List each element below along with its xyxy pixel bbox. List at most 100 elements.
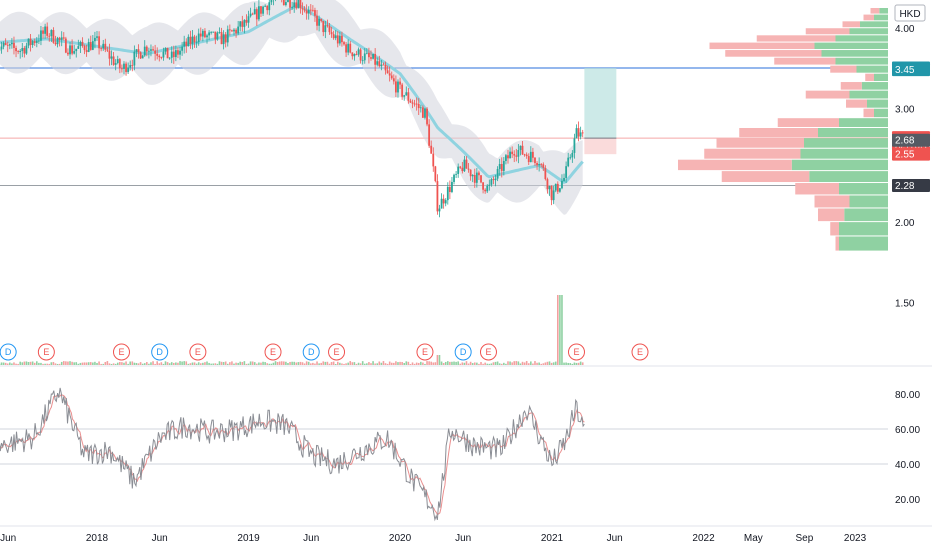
event-circle[interactable] xyxy=(454,343,472,361)
volume-bar xyxy=(386,363,389,365)
candle-body xyxy=(419,107,422,109)
candle-body xyxy=(330,32,333,35)
event-circle[interactable] xyxy=(302,343,320,361)
candle-body xyxy=(334,35,337,39)
volume-bar xyxy=(415,362,418,365)
price-tag[interactable]: 2.68 xyxy=(892,133,930,147)
earnings-marker[interactable]: E xyxy=(189,343,207,361)
volume-bar xyxy=(154,363,156,365)
rsi-tick-label: 60.00 xyxy=(895,425,920,436)
candle xyxy=(519,145,522,156)
candle xyxy=(156,47,159,60)
candle xyxy=(448,180,451,200)
candle xyxy=(463,155,466,173)
candle-body xyxy=(318,18,321,26)
event-circle[interactable] xyxy=(112,343,130,361)
volume-profile-down xyxy=(805,28,850,35)
event-circle[interactable] xyxy=(479,343,497,361)
dividend-marker[interactable]: D xyxy=(302,343,320,361)
candle-body xyxy=(233,29,235,32)
candle xyxy=(226,25,229,47)
candle-body xyxy=(552,190,555,201)
event-circle[interactable] xyxy=(37,343,55,361)
price-tag-bg[interactable] xyxy=(892,178,930,192)
earnings-marker[interactable]: E xyxy=(479,343,497,361)
volume-bar xyxy=(137,363,140,365)
volume-bar xyxy=(563,362,565,365)
price-tag-bg[interactable] xyxy=(892,147,930,161)
event-circle[interactable] xyxy=(328,343,346,361)
candle xyxy=(206,33,208,44)
position-stop-zone[interactable] xyxy=(584,138,617,155)
candle xyxy=(125,61,127,76)
candle-body xyxy=(222,34,225,45)
dividend-marker[interactable]: D xyxy=(0,343,17,361)
event-circle[interactable] xyxy=(264,343,282,361)
candle-body xyxy=(166,47,169,59)
candle xyxy=(368,47,370,64)
candle xyxy=(75,48,78,58)
event-circle[interactable] xyxy=(0,343,17,361)
volume-bar xyxy=(29,361,32,365)
candle-body xyxy=(378,61,381,67)
candle-body xyxy=(69,45,71,55)
earnings-marker[interactable]: E xyxy=(416,343,434,361)
event-circle[interactable] xyxy=(567,343,585,361)
price-tag-bg[interactable] xyxy=(892,133,930,147)
candle xyxy=(515,148,518,162)
volume-bar xyxy=(197,362,200,365)
dividend-marker[interactable]: D xyxy=(151,343,169,361)
price-tag[interactable]: 2.55 xyxy=(892,147,930,161)
earnings-marker[interactable]: E xyxy=(264,343,282,361)
candle xyxy=(239,20,242,32)
candle xyxy=(376,57,379,67)
candle xyxy=(282,0,285,6)
event-circle[interactable] xyxy=(416,343,434,361)
candle-body xyxy=(104,43,107,50)
volume-bar xyxy=(390,362,393,365)
dividend-marker[interactable]: D xyxy=(454,343,472,361)
earnings-marker[interactable]: E xyxy=(328,343,346,361)
volume-profile-row xyxy=(870,8,888,14)
volume-bar xyxy=(139,362,142,365)
candle xyxy=(401,82,404,100)
candle-body xyxy=(436,181,439,212)
candle-body xyxy=(519,145,522,151)
event-circle[interactable] xyxy=(631,343,649,361)
candle-body xyxy=(567,157,570,167)
event-circle[interactable] xyxy=(189,343,207,361)
earnings-marker[interactable]: E xyxy=(631,343,649,361)
candle xyxy=(457,163,460,178)
candle-body xyxy=(534,157,536,164)
candle-body xyxy=(473,174,476,183)
candle-body xyxy=(488,184,491,186)
volume-bar xyxy=(397,362,399,365)
candle-body xyxy=(262,6,264,14)
volume-profile-up xyxy=(844,208,888,222)
earnings-marker[interactable]: E xyxy=(567,343,585,361)
candle-body xyxy=(502,160,505,171)
volume-bar xyxy=(40,362,42,365)
volume-bar xyxy=(500,363,503,365)
earnings-marker[interactable]: E xyxy=(37,343,55,361)
candle-body xyxy=(295,2,298,9)
position-target-zone[interactable] xyxy=(584,67,617,139)
candle xyxy=(220,27,223,45)
price-tag-bg[interactable] xyxy=(892,63,930,77)
currency-badge[interactable] xyxy=(894,4,926,22)
volume-bar xyxy=(494,361,497,365)
candle-body xyxy=(365,52,368,54)
price-tag[interactable]: 3.45 xyxy=(892,63,930,76)
volume-profile-down xyxy=(846,99,867,108)
volume-bar xyxy=(480,362,482,365)
candle-body xyxy=(368,52,370,58)
earnings-marker[interactable]: E xyxy=(112,343,130,361)
candle xyxy=(301,2,304,16)
candle-body xyxy=(561,180,563,189)
volume-bar xyxy=(193,362,196,365)
price-tag[interactable]: 2.28 xyxy=(892,178,930,192)
volume-profile-row xyxy=(805,90,888,99)
event-circle[interactable] xyxy=(151,343,169,361)
volume-bar xyxy=(505,363,507,365)
